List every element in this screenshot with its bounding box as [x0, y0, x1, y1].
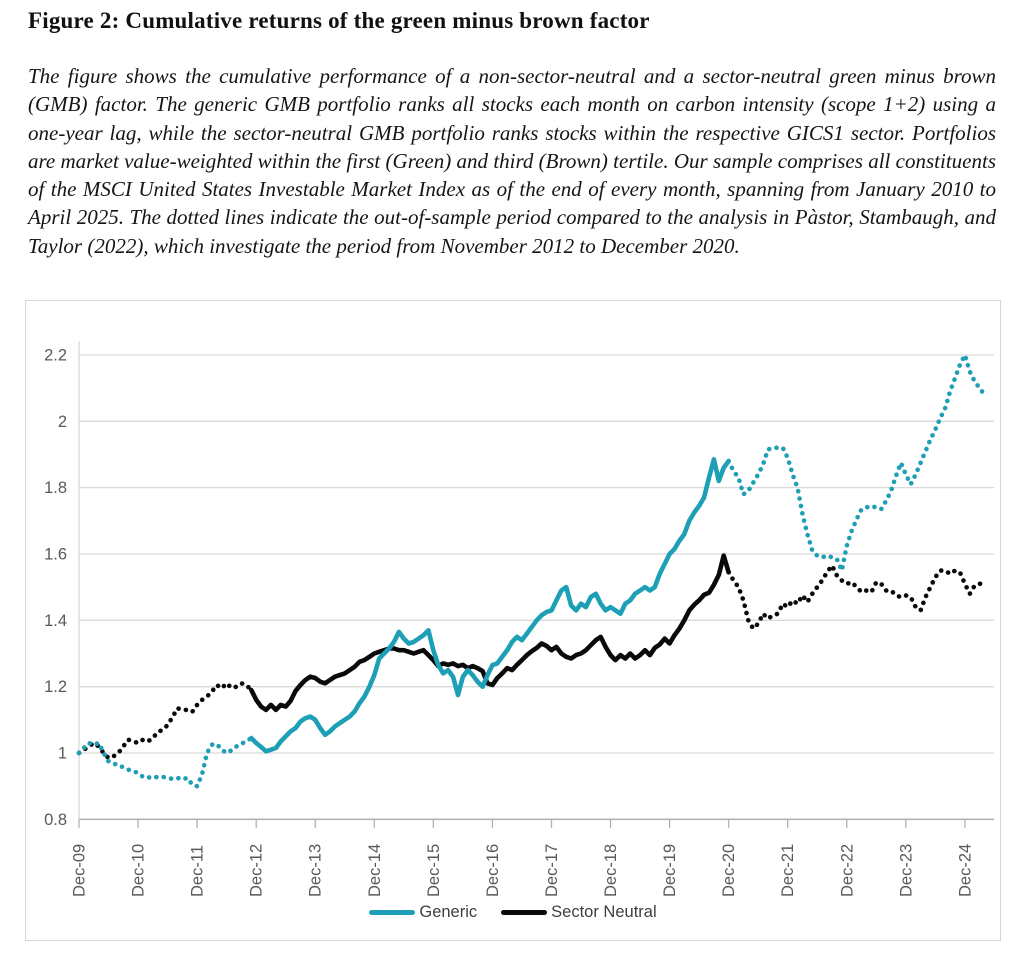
- y-tick-label: 2: [58, 413, 67, 431]
- generic-line-dotted: [76, 735, 254, 789]
- chart-legend: Generic Sector Neutral: [26, 899, 1000, 925]
- x-tick-label: Dec-19: [661, 844, 679, 897]
- y-tick-label: 1: [58, 745, 67, 763]
- y-tick-label: 1.4: [44, 612, 67, 630]
- x-tick-label: Dec-15: [425, 844, 443, 897]
- cumulative-returns-line-chart: 0.8 1 1.2 1.4 1.6 1.8 2 2.2 Dec-09 Dec-10 Dec-11 De…: [44, 341, 994, 897]
- legend-swatch-sector-neutral: [501, 909, 548, 915]
- legend-label-generic: Generic: [419, 902, 478, 921]
- x-tick-label: Dec-24: [956, 844, 974, 897]
- figure-caption: The figure shows the cumulative performa…: [28, 64, 996, 258]
- x-tick-label: Dec-09: [71, 844, 89, 897]
- sector-neutral-line-dotted: [726, 563, 987, 631]
- x-tick-label: Dec-23: [897, 844, 915, 897]
- legend-swatch-generic: [369, 909, 416, 915]
- generic-line-dotted: [726, 352, 987, 573]
- x-tick-label: Dec-17: [543, 844, 561, 897]
- x-tick-label: Dec-10: [130, 844, 148, 897]
- legend-item-sector-neutral: Sector Neutral: [501, 902, 657, 922]
- legend-label-sector-neutral: Sector Neutral: [551, 902, 657, 921]
- x-tick-label: Dec-21: [779, 844, 797, 897]
- x-tick-label: Dec-12: [248, 844, 266, 897]
- y-tick-label: 2.2: [44, 347, 67, 365]
- x-tick-label: Dec-14: [366, 844, 384, 897]
- chart-container: 0.8 1 1.2 1.4 1.6 1.8 2 2.2 Dec-09 Dec-10 Dec-11 De…: [25, 300, 1001, 941]
- sector-neutral-line-solid: [249, 553, 731, 713]
- y-tick-label: 1.2: [44, 678, 67, 696]
- y-tick-label: 0.8: [44, 811, 67, 829]
- x-tick-label: Dec-11: [189, 845, 207, 897]
- y-tick-label: 1.8: [44, 479, 67, 497]
- x-tick-label: Dec-13: [307, 844, 325, 897]
- x-tick-label: Dec-22: [838, 844, 856, 897]
- generic-line-solid: [249, 457, 731, 754]
- x-tick-label: Dec-20: [720, 844, 738, 897]
- x-tick-label: Dec-16: [484, 844, 502, 897]
- figure-title: Figure 2: Cumulative returns of the gree…: [28, 8, 650, 33]
- x-tick-label: Dec-18: [602, 844, 620, 897]
- legend-item-generic: Generic: [369, 903, 477, 922]
- sector-neutral-line-dotted: [76, 681, 254, 761]
- y-tick-label: 1.6: [44, 546, 67, 564]
